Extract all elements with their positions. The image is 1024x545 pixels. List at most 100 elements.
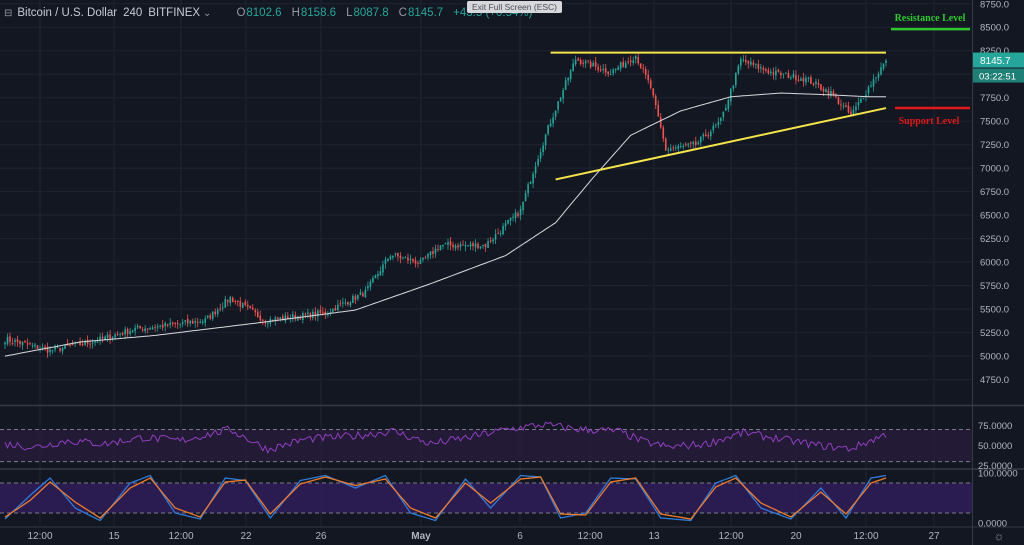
candle — [522, 201, 524, 215]
settings-gear-icon[interactable]: ☼ — [994, 529, 1005, 543]
candle-body — [639, 63, 642, 68]
candle-body — [312, 311, 314, 319]
candle-body — [619, 62, 622, 69]
candle-body — [462, 244, 464, 246]
candle — [657, 100, 660, 118]
candle — [347, 301, 349, 307]
candle-body — [679, 145, 682, 147]
candle-body — [174, 323, 177, 325]
candle-body — [109, 334, 111, 340]
candle — [231, 296, 234, 303]
candle — [24, 340, 26, 343]
collapse-square-icon[interactable]: ⊟ — [4, 7, 13, 19]
candle-body — [149, 328, 151, 330]
candle-body — [837, 97, 840, 104]
candle — [504, 220, 507, 231]
candle — [329, 308, 332, 317]
candle — [817, 79, 820, 89]
candle-body — [777, 69, 780, 72]
candle — [547, 124, 549, 136]
candle — [402, 256, 404, 260]
candle — [14, 337, 16, 347]
candle-body — [522, 201, 524, 211]
candle-body — [432, 251, 434, 254]
candle-body — [512, 216, 514, 218]
candle-body — [422, 257, 424, 260]
candle — [256, 308, 259, 318]
candle — [434, 244, 437, 258]
candle — [604, 63, 607, 77]
candle-body — [552, 117, 554, 124]
candle — [517, 211, 519, 218]
candle — [119, 332, 121, 338]
candle-body — [101, 336, 104, 339]
candle-body — [762, 68, 765, 70]
candle-body — [169, 322, 171, 325]
candle — [674, 144, 677, 152]
candle-body — [204, 318, 207, 323]
candle — [6, 333, 9, 346]
exit-fullscreen-button[interactable]: Exit Full Screen (ESC) — [467, 1, 562, 13]
candle — [672, 145, 675, 152]
candle — [384, 256, 387, 269]
candle — [437, 244, 439, 252]
candle-body — [226, 299, 229, 302]
candle — [554, 110, 557, 121]
candle — [246, 300, 249, 311]
candle — [327, 310, 329, 318]
candle — [582, 59, 584, 68]
interval-label[interactable]: 240 — [123, 7, 143, 19]
candle — [840, 99, 842, 111]
candle-body — [740, 59, 742, 66]
candle — [712, 122, 715, 134]
candle — [429, 251, 432, 260]
last-price-label: 8145.7 — [980, 56, 1011, 67]
candle-body — [129, 331, 131, 334]
candle — [154, 324, 156, 332]
candle — [619, 61, 622, 72]
candle — [720, 117, 722, 125]
candle-body — [687, 143, 690, 146]
candle — [126, 327, 129, 338]
time-tick-label: 26 — [315, 531, 327, 542]
candle — [492, 237, 494, 244]
candle — [737, 64, 740, 76]
candle-body — [337, 304, 339, 311]
candle — [342, 297, 344, 308]
candle — [725, 104, 727, 111]
candle — [367, 281, 369, 292]
candle — [169, 318, 171, 329]
candle-body — [314, 311, 317, 317]
candle-body — [399, 255, 402, 259]
candle — [199, 318, 202, 324]
candle-body — [4, 342, 6, 345]
candle-body — [770, 71, 772, 73]
candle-body — [760, 67, 762, 69]
chevron-down-icon[interactable]: ⌄ — [203, 7, 212, 19]
candle-body — [537, 159, 539, 166]
candle — [634, 54, 637, 64]
time-tick-label: 6 — [517, 531, 523, 542]
candle — [802, 72, 805, 87]
candle — [872, 74, 875, 92]
candle-body — [765, 69, 767, 71]
candle — [44, 344, 46, 352]
candle — [835, 92, 837, 99]
candle-body — [211, 311, 214, 320]
candle — [109, 329, 111, 344]
price-tick-label: 6750.0 — [980, 187, 1009, 198]
candle — [186, 314, 189, 327]
symbol-title[interactable]: Bitcoin / U.S. Dollar — [17, 7, 118, 19]
candle-body — [842, 105, 845, 107]
candle-body — [870, 85, 872, 87]
candle-body — [632, 60, 635, 63]
candle-body — [44, 346, 46, 348]
candle — [159, 324, 161, 329]
candle — [129, 327, 131, 337]
candle-body — [319, 310, 322, 314]
candle-body — [239, 300, 242, 307]
candle-body — [569, 70, 572, 80]
candle-body — [457, 245, 459, 248]
candle-body — [249, 305, 252, 309]
